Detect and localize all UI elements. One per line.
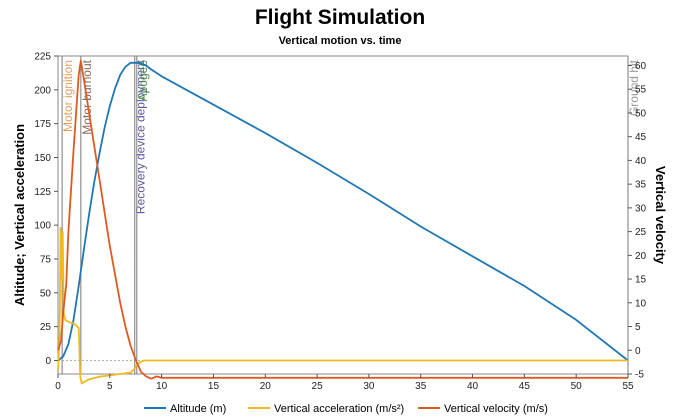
x-axis: 0 5 10 15 20 25 30 35 40 45 50 55: [55, 374, 634, 392]
legend-entry: Vertical acceleration (m/s²): [274, 403, 404, 415]
series-line: [57, 227, 628, 385]
x-tick-label: 55: [622, 381, 634, 392]
event-markers: Motor ignition Motor burnout Recovery devi…: [61, 56, 641, 374]
right-y-tick-label: 5: [635, 322, 641, 333]
event-label: Motor ignition: [61, 60, 75, 132]
right-y-tick-label: 25: [635, 227, 647, 238]
event-label: Ground hit: [627, 59, 641, 116]
right-y-tick-label: 60: [635, 61, 647, 72]
x-tick-label: 5: [107, 381, 113, 392]
plot-area: [57, 55, 629, 375]
right-y-tick-label: 30: [635, 203, 647, 214]
x-tick-label: 35: [415, 381, 427, 392]
right-y-axis: -5 0 5 10 15 20 25 30 35 40 45 50 55 60: [628, 61, 647, 381]
x-tick-label: 50: [571, 381, 583, 392]
left-y-tick-label: 200: [34, 85, 51, 96]
legend-entry: Altitude (m): [170, 403, 226, 415]
left-y-tick-label: 175: [34, 119, 51, 130]
left-y-tick-label: 25: [40, 322, 52, 333]
right-y-tick-label: 40: [635, 156, 647, 167]
x-tick-label: 40: [467, 381, 479, 392]
x-tick-label: 25: [312, 381, 324, 392]
left-y-tick-label: 100: [34, 221, 51, 232]
x-tick-label: 30: [363, 381, 375, 392]
right-y-tick-label: 15: [635, 275, 647, 286]
right-y-tick-label: 50: [635, 108, 647, 119]
x-tick-label: 20: [260, 381, 272, 392]
series-line: [57, 59, 628, 380]
left-y-tick-label: 225: [34, 52, 51, 63]
right-axis-label: Vertical velocity: [653, 166, 668, 265]
series-line: [57, 61, 629, 362]
left-y-tick-label: 125: [34, 187, 51, 198]
left-axis-label: Altitude; Vertical acceleration: [12, 124, 27, 306]
left-y-tick-label: 75: [40, 254, 52, 265]
right-y-tick-label: 10: [635, 298, 647, 309]
x-tick-label: 15: [208, 381, 220, 392]
event-label: Apogee: [136, 60, 150, 102]
chart-subtitle: Vertical motion vs. time: [279, 35, 402, 47]
right-y-tick-label: -5: [635, 370, 644, 381]
series-lines: [57, 59, 629, 385]
left-y-tick-label: 0: [45, 356, 51, 367]
chart-title: Flight Simulation: [255, 6, 425, 29]
x-tick-label: 0: [55, 381, 61, 392]
left-y-axis: 0 25 50 75 100 125 150 175 200 225: [34, 52, 58, 367]
left-y-tick-label: 150: [34, 153, 51, 164]
legend-entry: Vertical velocity (m/s): [444, 403, 548, 415]
x-tick-label: 10: [156, 381, 168, 392]
legend: Altitude (m) Vertical acceleration (m/s²)…: [144, 403, 548, 415]
left-y-tick-label: 50: [40, 288, 52, 299]
right-y-tick-label: 0: [635, 346, 641, 357]
right-y-tick-label: 20: [635, 251, 647, 262]
right-y-tick-label: 55: [635, 85, 647, 96]
x-tick-label: 45: [519, 381, 531, 392]
right-y-tick-label: 45: [635, 132, 647, 143]
right-y-tick-label: 35: [635, 180, 647, 191]
